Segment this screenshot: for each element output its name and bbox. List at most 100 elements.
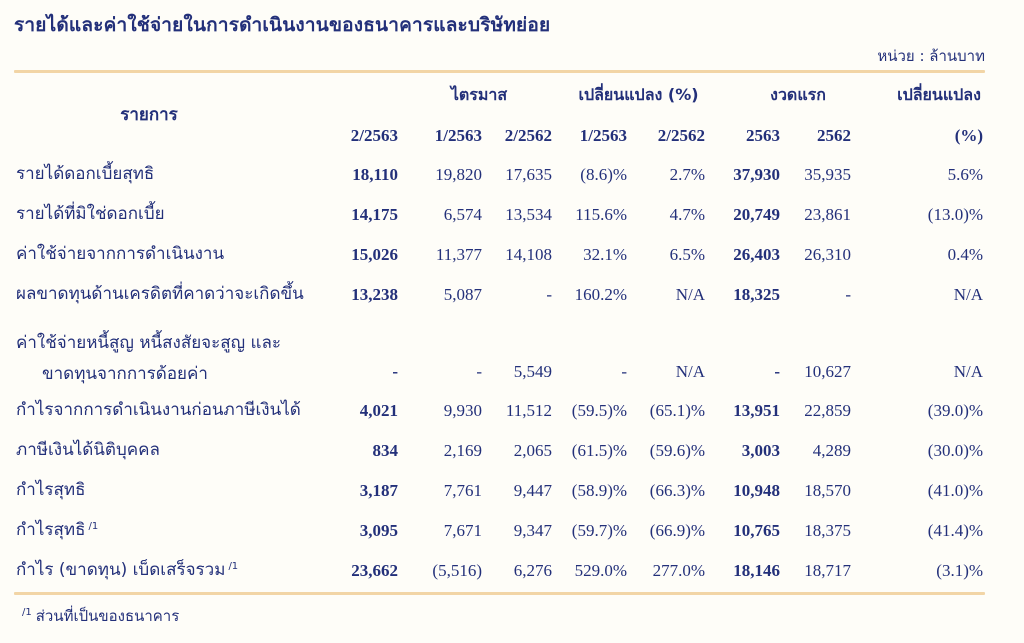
value-cell: (41.4)% [927,521,984,540]
value-cell: 14,108 [505,245,553,264]
value-cell: 13,534 [505,205,553,224]
value-cell: 19,820 [435,165,482,184]
value-cell: 3,095 [359,521,398,540]
table-row: กำไรจากการดำเนินงานก่อนภาษีเงินได้ 4,021 9… [14,391,985,431]
value-cell: N/A [953,362,984,381]
header-group-row: รายการ ไตรมาส เปลี่ยนแปลง (%) งวดแรก เปลี่ยน… [14,73,985,125]
value-cell: 6,574 [443,205,482,224]
value-cell: 5,087 [443,285,482,304]
row-label-text: ผลขาดทุนด้านเครดิตที่คาดว่าจะเกิดขึ้น [16,284,304,305]
row-label-text: กำไรจากการดำเนินงานก่อนภาษีเงินได้ [16,400,301,421]
footnote-marker: /1 [228,560,239,572]
value-cell: 13,238 [351,285,398,304]
value-cell: 15,026 [351,245,398,264]
row-label-text: รายได้ที่มิใช่ดอกเบี้ย [16,204,165,225]
table-row: รายได้ที่มิใช่ดอกเบี้ย 14,175 6,574 13,534 1… [14,195,985,235]
header-top-rule [14,70,985,73]
value-cell: - [621,362,628,381]
value-cell: 10,765 [733,521,781,540]
table-row: ผลขาดทุนด้านเครดิตที่คาดว่าจะเกิดขึ้น 13,… [14,275,985,315]
group-header: เปลี่ยนแปลง (%) [578,84,699,104]
value-cell: 10,948 [733,481,781,500]
table-row: ภาษีเงินได้นิติบุคคล 834 2,169 2,065 (61.5)%… [14,431,985,471]
value-cell: 22,859 [804,401,852,420]
value-cell: - [476,362,482,381]
value-cell: 9,930 [443,401,482,420]
value-cell: - [845,285,852,304]
period-column-header: (%) [954,126,984,145]
value-cell: 4.7% [669,205,706,224]
row-label-text: ค่าใช้จ่ายจากการดำเนินงาน [16,244,225,265]
table-row: กำไรสุทธิ/1 3,095 7,671 9,347 (59.7)% (66.9)%… [14,511,985,551]
value-cell: (30.0)% [927,441,984,460]
value-cell: - [774,362,781,381]
value-cell: 3,187 [359,481,398,500]
row-label: ค่าใช้จ่ายหนี้สูญ หนี้สงสัยจะสูญ และ ขาดท… [14,315,324,391]
value-cell: (39.0)% [927,401,984,420]
period-column-header: 2562 [817,126,852,145]
row-label-text: กำไรสุทธิ [16,520,86,541]
value-cell: (41.0)% [927,481,984,500]
table-row: ค่าใช้จ่ายจากการดำเนินงาน 15,026 11,377 14,… [14,235,985,275]
value-cell: 23,662 [351,561,398,580]
value-cell: (59.5)% [571,401,628,420]
value-cell: 18,570 [804,481,852,500]
group-header: งวดแรก [770,84,826,104]
row-label-text: ภาษีเงินได้นิติบุคคล [16,440,160,461]
value-cell: 9,347 [513,521,553,540]
row-label: รายได้ที่มิใช่ดอกเบี้ย [14,195,324,235]
row-label: กำไรสุทธิ [14,471,324,511]
value-cell: 10,627 [804,362,852,381]
footnote-marker: /1 [88,520,99,532]
group-header: เปลี่ยนแปลง [897,84,981,104]
value-cell: (3.1)% [936,561,984,580]
value-cell: 13,951 [733,401,781,420]
footnote-marker: /1 [22,607,32,618]
value-cell: N/A [675,285,706,304]
value-cell: 7,671 [443,521,482,540]
row-label-text: รายได้ดอกเบี้ยสุทธิ [16,164,155,185]
table-row: กำไรสุทธิ 3,187 7,761 9,447 (58.9)% (66.3)% 10… [14,471,985,511]
value-cell: 529.0% [574,561,628,580]
value-cell: 14,175 [351,205,398,224]
value-cell: 32.1% [583,245,628,264]
value-cell: 18,717 [804,561,852,580]
items-column-header: รายการ [120,104,178,125]
value-cell: 3,003 [741,441,781,460]
value-cell: (59.6)% [649,441,706,460]
value-cell: 20,749 [733,205,781,224]
value-cell: (61.5)% [571,441,628,460]
footnote: /1 ส่วนที่เป็นของธนาคาร [22,604,179,628]
table-row: กำไร (ขาดทุน) เบ็ดเสร็จรวม/1 23,662 (5,516… [14,551,985,591]
page-title: รายได้และค่าใช้จ่ายในการดำเนินงานของธนาค… [14,14,551,36]
value-cell: 17,635 [505,165,553,184]
row-label: ค่าใช้จ่ายจากการดำเนินงาน [14,235,324,275]
group-header: ไตรมาส [450,84,508,104]
row-label: กำไร (ขาดทุน) เบ็ดเสร็จรวม/1 [14,551,324,591]
value-cell: 18,375 [804,521,852,540]
value-cell: (13.0)% [927,205,984,224]
value-cell: 5.6% [947,165,984,184]
unit-label: หน่วย : ล้านบาท [877,47,985,65]
table-row: ค่าใช้จ่ายหนี้สูญ หนี้สงสัยจะสูญ และ ขาดท… [14,315,985,391]
value-cell: 9,447 [513,481,553,500]
value-cell: (66.9)% [649,521,706,540]
value-cell: 6.5% [669,245,706,264]
value-cell: 4,289 [812,441,852,460]
value-cell: 18,110 [352,165,398,184]
value-cell: 277.0% [652,561,706,580]
row-label-text: ค่าใช้จ่ายหนี้สูญ หนี้สงสัยจะสูญ และ [16,332,282,353]
value-cell: 160.2% [574,285,628,304]
period-column-header: 1/2563 [434,126,482,145]
value-cell: 2,065 [513,441,553,460]
value-cell: N/A [675,362,706,381]
value-cell: 834 [372,441,399,460]
value-cell: - [392,362,398,381]
row-label-text: กำไร (ขาดทุน) เบ็ดเสร็จรวม [16,560,226,581]
row-label: ผลขาดทุนด้านเครดิตที่คาดว่าจะเกิดขึ้น [14,275,324,315]
row-label: รายได้ดอกเบี้ยสุทธิ [14,155,324,195]
period-column-header: 2/2562 [504,126,553,145]
financial-table: รายการ ไตรมาส เปลี่ยนแปลง (%) งวดแรก เปลี่ยน… [14,73,985,591]
value-cell: 23,861 [804,205,852,224]
